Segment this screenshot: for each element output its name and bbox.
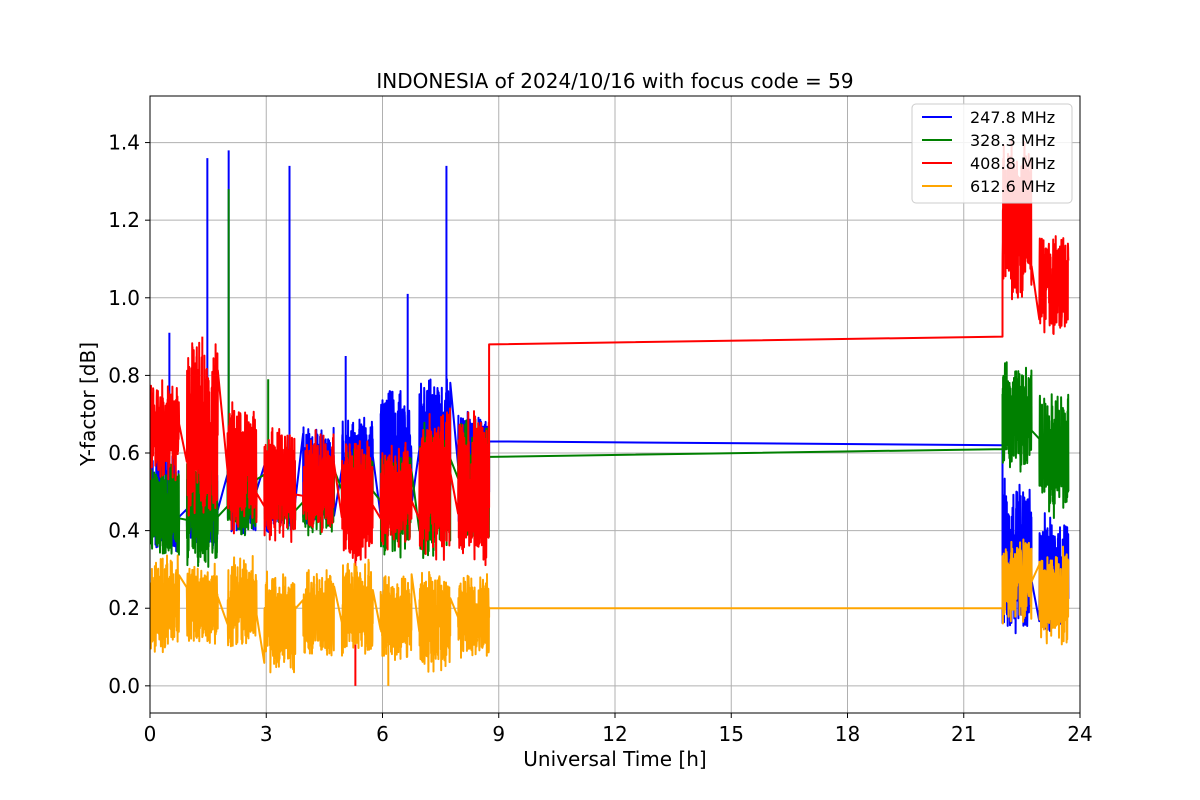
legend-label: 408.8 MHz [970, 154, 1055, 173]
y-tick-label: 0.0 [108, 674, 140, 698]
series-layer [150, 140, 1070, 686]
x-axis-ticks: 0 3 6 9 12 15 18 21 24 [144, 713, 1093, 746]
y-tick-label: 0.8 [108, 363, 140, 387]
x-tick-label: 9 [492, 722, 505, 746]
series-trace [150, 140, 1070, 567]
legend-label: 328.3 MHz [970, 131, 1055, 150]
series-612-6-mhz [150, 538, 1070, 686]
x-tick-label: 24 [1067, 722, 1092, 746]
y-tick-label: 0.2 [108, 596, 140, 620]
y-tick-label: 1.0 [108, 286, 140, 310]
x-tick-label: 18 [835, 722, 860, 746]
series-trace [150, 538, 1070, 674]
x-tick-label: 12 [602, 722, 627, 746]
chart-title: INDONESIA of 2024/10/16 with focus code … [376, 69, 853, 93]
legend-box [911, 103, 1073, 204]
legend: 247.8 MHz 328.3 MHz 408.8 MHz 612.6 MHz [911, 103, 1073, 204]
x-tick-label: 3 [260, 722, 273, 746]
x-tick-label: 6 [376, 722, 389, 746]
y-axis-title: Y-factor [dB] [76, 342, 100, 467]
y-tick-label: 1.2 [108, 208, 140, 232]
legend-label: 612.6 MHz [970, 177, 1055, 196]
y-tick-label: 0.4 [108, 519, 140, 543]
y-axis-ticks: 0.0 0.2 0.4 0.6 0.8 1.0 1.2 1.4 [108, 131, 150, 698]
y-tick-label: 1.4 [108, 131, 140, 155]
y-tick-label: 0.6 [108, 441, 140, 465]
x-tick-label: 0 [144, 722, 157, 746]
x-axis-title: Universal Time [h] [523, 747, 706, 771]
x-tick-label: 21 [951, 722, 976, 746]
legend-label: 247.8 MHz [970, 108, 1055, 127]
x-tick-label: 15 [719, 722, 744, 746]
